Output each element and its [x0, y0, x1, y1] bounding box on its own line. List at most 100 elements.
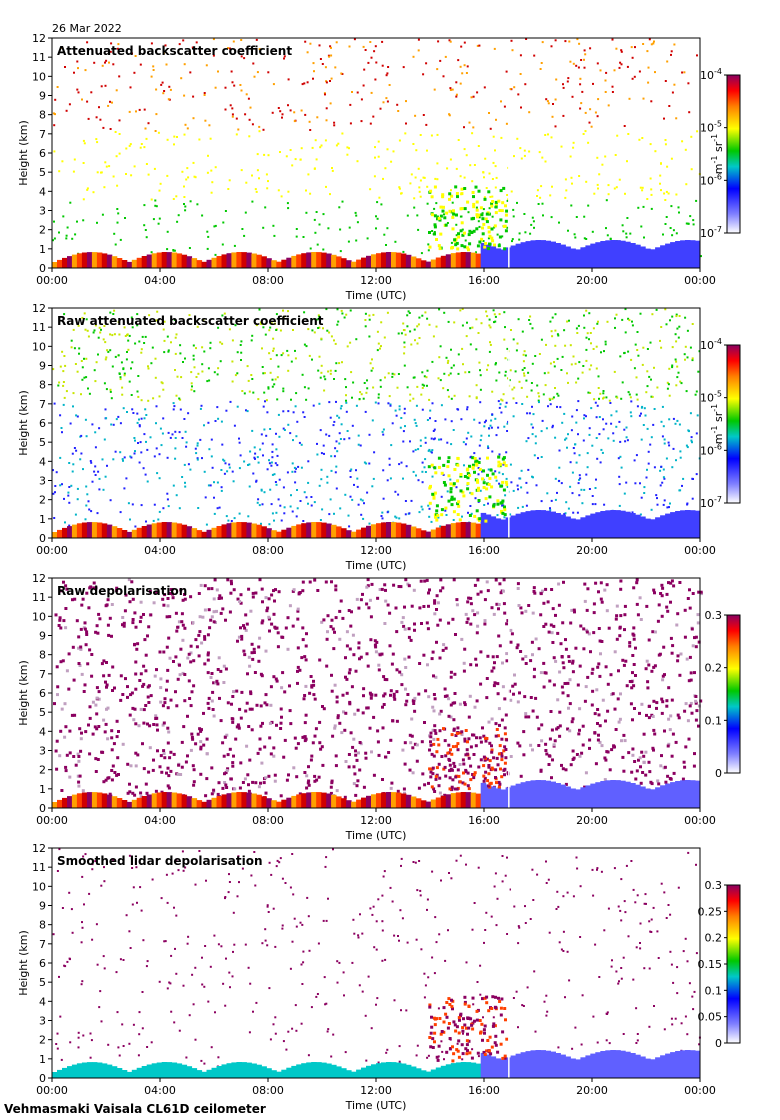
field-dot: [623, 739, 627, 743]
field-dot: [153, 167, 156, 170]
field-dot: [77, 324, 80, 327]
field-dot: [341, 200, 344, 203]
field-dot: [527, 371, 530, 374]
field-dot: [519, 54, 522, 57]
field-dot: [512, 415, 515, 418]
field-dot: [511, 240, 513, 243]
field-dot: [309, 758, 313, 762]
field-dot: [597, 187, 599, 190]
field-dot: [131, 503, 134, 506]
field-dot: [116, 221, 119, 224]
field-dot: [579, 477, 582, 480]
field-dot: [691, 477, 694, 480]
field-dot: [213, 512, 216, 515]
panel-1: Attenuated backscatter coefficient012345…: [17, 32, 741, 302]
field-dot: [214, 86, 217, 89]
field-dot: [463, 464, 465, 467]
field-dot: [666, 774, 670, 778]
field-dot: [588, 746, 591, 750]
field-dot: [447, 697, 451, 701]
field-dot: [377, 402, 380, 405]
field-dot: [148, 589, 152, 593]
field-dot: [102, 659, 106, 663]
field-dot: [461, 347, 464, 350]
plume-cell: [449, 482, 453, 486]
field-dot: [82, 198, 85, 201]
field-dot: [87, 500, 90, 503]
bl-cell: [565, 516, 571, 538]
field-dot: [73, 447, 76, 449]
field-dot: [95, 696, 99, 700]
field-dot: [681, 484, 683, 487]
field-dot: [287, 207, 290, 210]
field-dot: [577, 66, 580, 69]
field-dot: [98, 427, 101, 430]
field-dot: [73, 713, 77, 717]
field-dot: [631, 718, 634, 722]
field-dot: [676, 376, 679, 379]
field-dot: [669, 581, 673, 585]
field-dot: [61, 160, 64, 163]
field-dot: [276, 645, 280, 649]
field-dot: [139, 707, 143, 711]
field-dot: [574, 646, 578, 650]
field-dot: [172, 484, 175, 487]
field-dot: [439, 709, 443, 713]
field-dot: [211, 181, 214, 184]
field-dot: [594, 401, 597, 404]
field-dot: [512, 489, 515, 492]
bl-cell: [316, 522, 322, 538]
field-dot: [477, 467, 480, 469]
field-dot: [71, 452, 74, 455]
field-dot: [358, 398, 361, 400]
y-tick-label: 10: [32, 70, 46, 83]
field-dot: [659, 174, 662, 177]
field-dot: [382, 694, 386, 698]
field-dot: [65, 234, 68, 237]
field-dot: [144, 229, 147, 231]
field-dot: [527, 604, 531, 607]
field-dot: [210, 792, 214, 796]
field-dot: [77, 646, 81, 650]
field-dot: [243, 653, 247, 657]
field-dot: [142, 767, 146, 771]
field-dot: [86, 329, 89, 332]
field-dot: [563, 329, 566, 332]
x-tick-label: 08:00: [252, 274, 284, 287]
field-dot: [583, 215, 586, 218]
field-dot: [452, 519, 455, 521]
field-dot: [667, 742, 671, 746]
field-dot: [354, 211, 357, 214]
bl-cell: [440, 255, 447, 268]
bl-cell: [71, 794, 78, 808]
field-dot: [355, 469, 357, 472]
field-dot: [274, 322, 276, 325]
field-dot: [322, 327, 324, 330]
field-dot: [221, 314, 224, 317]
field-dot: [220, 420, 223, 423]
bl-cell: [306, 792, 312, 808]
field-dot: [120, 361, 123, 364]
field-dot: [402, 66, 405, 69]
bl-cell: [226, 253, 232, 268]
plume-cell: [460, 187, 464, 191]
field-dot: [236, 405, 239, 408]
field-dot: [676, 654, 680, 658]
field-dot: [96, 141, 99, 144]
field-dot: [222, 458, 225, 461]
field-dot: [516, 700, 520, 704]
bl-cell: [81, 792, 88, 808]
field-dot: [348, 525, 351, 528]
field-dot: [152, 65, 155, 68]
field-dot: [550, 216, 553, 219]
field-dot: [209, 347, 212, 350]
field-dot: [509, 463, 512, 466]
bl-cell: [271, 260, 277, 268]
bl-cell: [610, 510, 616, 538]
field-dot: [676, 419, 679, 422]
field-dot: [482, 171, 485, 174]
field-dot: [80, 731, 83, 735]
field-dot: [165, 679, 169, 683]
field-dot: [175, 333, 178, 336]
field-dot: [104, 61, 106, 64]
